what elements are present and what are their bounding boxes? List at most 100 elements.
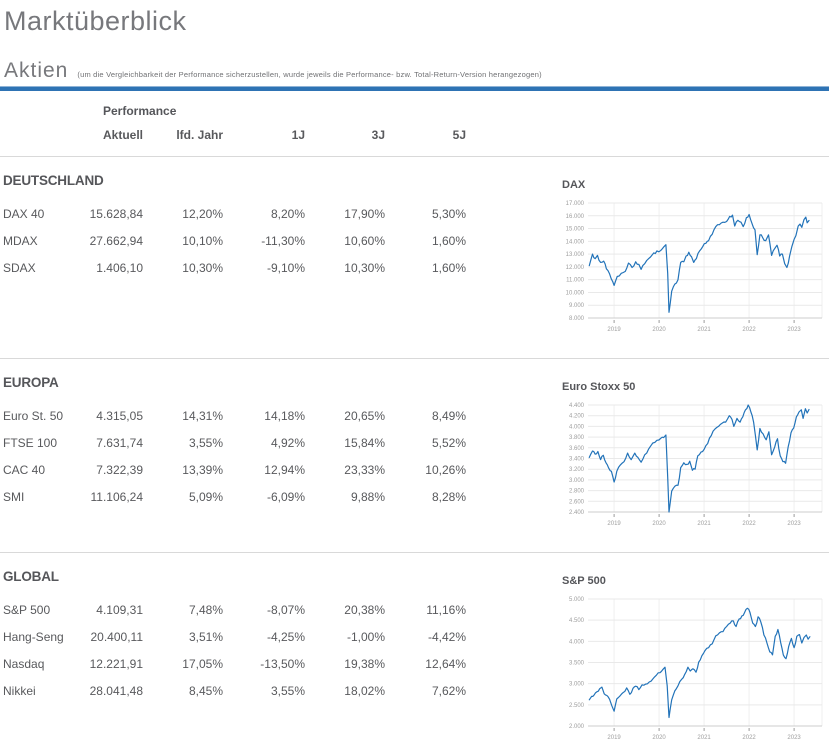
svg-text:2021: 2021 [697, 327, 711, 333]
section-table: EUROPA Euro St. 50 4.315,05 14,31% 14,18… [0, 375, 560, 539]
index-name: Nasdaq [3, 656, 45, 671]
page-title: Marktüberblick [4, 6, 187, 36]
svg-text:9.000: 9.000 [569, 303, 585, 309]
svg-text:3.000: 3.000 [569, 478, 585, 484]
value-aktuell: 7.631,74 [96, 435, 143, 450]
value-1j: 12,94% [264, 462, 305, 477]
index-rows: S&P 500 4.109,31 7,48% -8,07% 20,38% 11,… [0, 596, 560, 704]
value-5j: -4,42% [427, 629, 466, 644]
value-3j: 9,88% [350, 489, 385, 504]
chart-title: Euro Stoxx 50 [562, 381, 636, 393]
index-row: FTSE 100 7.631,74 3,55% 4,92% 15,84% 5,5… [0, 429, 560, 456]
value-aktuell: 28.041,48 [89, 683, 143, 698]
svg-text:13.000: 13.000 [566, 252, 585, 258]
svg-text:2.800: 2.800 [569, 489, 585, 495]
value-1j: -9,10% [266, 260, 305, 275]
value-3j: 17,90% [344, 206, 385, 221]
value-5j: 7,62% [431, 683, 466, 698]
index-name: FTSE 100 [3, 435, 58, 450]
svg-text:2.600: 2.600 [569, 499, 585, 505]
index-name: SMI [3, 489, 25, 504]
section-title-aktien: Aktien [4, 59, 69, 82]
value-3j: 19,38% [344, 656, 385, 671]
chart-block: DAX 8.000 9.000 10.000 11.000 12.000 13.000 14… [560, 179, 833, 345]
svg-text:2023: 2023 [787, 521, 801, 527]
value-1j: 8,20% [270, 206, 305, 221]
market-section-europa: EUROPA Euro St. 50 4.315,05 14,31% 14,18… [0, 359, 833, 539]
value-lfd-jahr: 10,30% [182, 260, 223, 275]
index-name: MDAX [3, 233, 38, 248]
svg-text:4.400: 4.400 [569, 403, 585, 409]
index-row: SMI 11.106,24 5,09% -6,09% 9,88% 8,28% [0, 483, 560, 510]
index-name: SDAX [3, 260, 36, 275]
value-lfd-jahr: 7,48% [188, 602, 223, 617]
value-aktuell: 15.628,84 [89, 206, 143, 221]
table-header: Performance Aktuell lfd. Jahr 1J 3J 5J [0, 104, 833, 142]
value-aktuell: 12.221,91 [89, 656, 143, 671]
value-5j: 8,49% [431, 408, 466, 423]
header-divider [0, 156, 829, 157]
column-header-3j: 3J [371, 128, 385, 142]
svg-text:3.000: 3.000 [569, 682, 585, 688]
value-lfd-jahr: 5,09% [188, 489, 223, 504]
value-5j: 1,60% [431, 260, 466, 275]
index-row: Euro St. 50 4.315,05 14,31% 14,18% 20,65… [0, 402, 560, 429]
section-divider [0, 358, 829, 359]
value-lfd-jahr: 12,20% [182, 206, 223, 221]
section-divider [0, 552, 829, 553]
value-3j: 15,84% [344, 435, 385, 450]
index-row: MDAX 27.662,94 10,10% -11,30% 10,60% 1,6… [0, 227, 560, 254]
value-lfd-jahr: 3,55% [188, 435, 223, 450]
index-name: DAX 40 [3, 206, 45, 221]
svg-text:2.000: 2.000 [569, 724, 585, 730]
index-name: CAC 40 [3, 462, 46, 477]
column-header-aktuell: Aktuell [102, 128, 143, 142]
value-5j: 5,30% [431, 206, 466, 221]
value-5j: 12,64% [425, 656, 466, 671]
value-lfd-jahr: 14,31% [182, 408, 223, 423]
value-3j: 10,60% [344, 233, 385, 248]
value-5j: 1,60% [431, 233, 466, 248]
value-aktuell: 20.400,11 [90, 629, 144, 644]
market-section-deutschland: DEUTSCHLAND DAX 40 15.628,84 12,20% 8,20… [0, 157, 833, 345]
value-3j: 23,33% [344, 462, 385, 477]
market-section-global: GLOBAL S&P 500 4.109,31 7,48% -8,07% 20,… [0, 553, 833, 753]
value-aktuell: 27.662,94 [89, 233, 143, 248]
value-1j: 4,92% [270, 435, 305, 450]
value-aktuell: 11.106,24 [90, 489, 144, 504]
value-lfd-jahr: 17,05% [182, 656, 223, 671]
section-chart: DAX 8.000 9.000 10.000 11.000 12.000 13.000 14… [560, 173, 833, 345]
value-5j: 11,16% [426, 602, 466, 617]
svg-text:2020: 2020 [652, 521, 666, 527]
accent-divider [0, 86, 829, 91]
aktien-subheader: Aktien (um die Vergleichbarkeit der Perf… [4, 59, 833, 83]
value-lfd-jahr: 8,45% [188, 683, 223, 698]
index-row: S&P 500 4.109,31 7,48% -8,07% 20,38% 11,… [0, 596, 560, 623]
value-1j: -11,30% [261, 233, 305, 248]
line-chart: 2.400 2.600 2.800 3.000 3.200 3.400 3.600 3.800… [569, 403, 823, 527]
column-header-5j: 5J [452, 128, 466, 142]
index-row: SDAX 1.406,10 10,30% -9,10% 10,30% 1,60% [0, 254, 560, 281]
value-1j: -8,07% [266, 602, 305, 617]
index-rows: Euro St. 50 4.315,05 14,31% 14,18% 20,65… [0, 402, 560, 510]
value-3j: -1,00% [346, 629, 385, 644]
section-table: GLOBAL S&P 500 4.109,31 7,48% -8,07% 20,… [0, 569, 560, 753]
value-1j: -6,09% [266, 489, 305, 504]
value-1j: 3,55% [270, 683, 305, 698]
svg-text:4.500: 4.500 [569, 618, 585, 624]
section-chart: S&P 500 2.000 2.500 3.000 3.500 4.000 4.500 5.… [560, 569, 833, 753]
svg-text:2020: 2020 [652, 327, 666, 333]
sections-container: DEUTSCHLAND DAX 40 15.628,84 12,20% 8,20… [0, 157, 833, 753]
svg-text:5.000: 5.000 [569, 597, 585, 603]
svg-text:14.000: 14.000 [566, 239, 585, 245]
value-1j: -4,25% [266, 629, 305, 644]
svg-text:3.400: 3.400 [569, 457, 585, 463]
value-3j: 20,38% [344, 602, 385, 617]
svg-text:2019: 2019 [607, 327, 621, 333]
svg-text:2021: 2021 [697, 521, 711, 527]
svg-text:17.000: 17.000 [566, 201, 585, 207]
column-header-1j: 1J [291, 128, 305, 142]
marktueberblick-page: Marktüberblick Aktien (um die Vergleichb… [0, 6, 833, 742]
index-rows: DAX 40 15.628,84 12,20% 8,20% 17,90% 5,3… [0, 200, 560, 281]
svg-text:3.800: 3.800 [569, 435, 585, 441]
